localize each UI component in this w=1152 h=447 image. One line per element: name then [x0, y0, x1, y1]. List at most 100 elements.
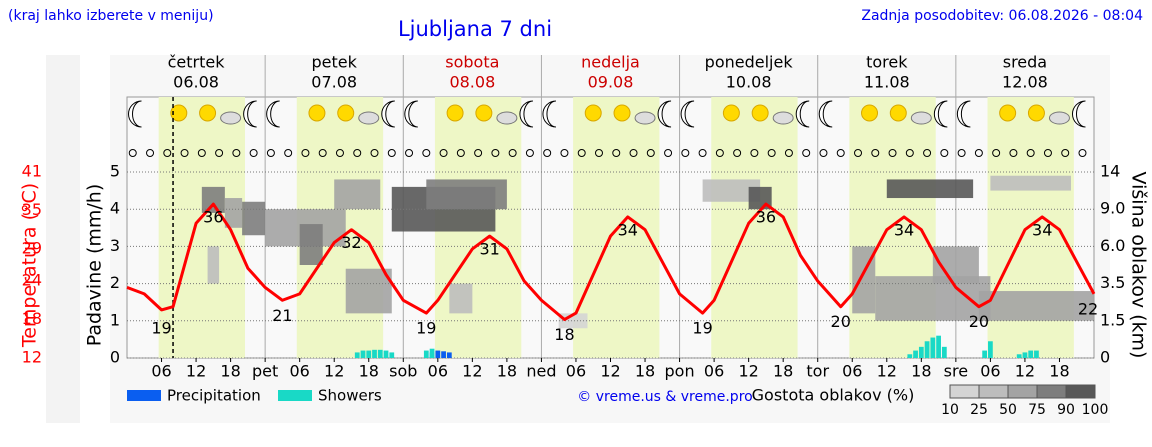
density-tick-label: 75 — [1028, 402, 1046, 418]
x-tick-label: 06 — [151, 362, 171, 381]
wind-icon — [128, 149, 137, 157]
day-name: torek — [866, 53, 908, 72]
wind-icon — [422, 149, 431, 157]
wind-icon — [646, 149, 655, 157]
x-tick-label: 12 — [600, 362, 620, 381]
y2-tick-label: 9.0 — [1100, 199, 1125, 218]
x-tick-label: 12 — [1015, 362, 1035, 381]
temp-tick-label: 18 — [22, 309, 42, 328]
wind-icon — [491, 149, 500, 157]
sun-icon — [446, 104, 464, 122]
day-date: 06.08 — [173, 73, 219, 92]
density-tick-label: 10 — [941, 402, 959, 418]
sun-icon — [170, 104, 188, 122]
moon-icon — [795, 100, 810, 128]
x-tick-label: 12 — [738, 362, 758, 381]
day-date: 11.08 — [864, 73, 910, 92]
density-label: Gostota oblakov (%) — [752, 386, 915, 405]
day-date: 07.08 — [311, 73, 357, 92]
wind-icon — [594, 149, 603, 157]
wind-icon — [180, 149, 189, 157]
wind-icon — [370, 149, 379, 157]
legend-label: Precipitation — [167, 387, 261, 405]
x-tick-label: 06 — [289, 362, 309, 381]
cloud-icon — [358, 111, 380, 125]
precip-bar — [389, 352, 395, 358]
cloud-cell — [207, 246, 220, 284]
wind-icon — [318, 149, 327, 157]
cloud-icon — [220, 111, 242, 125]
wind-icon — [525, 149, 534, 157]
wind-icon — [733, 149, 742, 157]
cloud-cell — [242, 201, 266, 236]
legend-swatch — [127, 390, 161, 401]
wind-icon — [992, 149, 1001, 157]
wind-icon — [474, 149, 483, 157]
day-date: 10.08 — [726, 73, 772, 92]
y2-label: Višina oblakov (km) — [1128, 172, 1150, 359]
wind-icon — [974, 149, 983, 157]
wind-icon — [146, 149, 155, 157]
density-swatch — [1007, 384, 1038, 399]
wind-icon — [577, 149, 586, 157]
precip-bar — [924, 341, 930, 358]
y-tick-label: 1 — [110, 310, 120, 329]
y-tick-label: 3 — [110, 236, 120, 255]
temp-annotation: 34 — [618, 220, 638, 239]
x-tick-label: 18 — [773, 362, 793, 381]
day-name: ponedeljek — [705, 53, 794, 72]
density-tick-label: 25 — [970, 402, 988, 418]
density-swatch — [1065, 384, 1096, 399]
moon-icon — [680, 100, 695, 128]
temp-panel — [46, 55, 80, 423]
day-name: nedelja — [581, 53, 640, 72]
temp-annotation: 36 — [756, 208, 776, 227]
temp-annotation: 20 — [969, 312, 989, 331]
precip-bar — [907, 354, 913, 358]
wind-icon — [543, 149, 552, 157]
moon-icon — [542, 100, 556, 128]
temp-annotation: 36 — [203, 208, 223, 227]
wind-icon — [715, 149, 724, 157]
cloud-icon — [1048, 111, 1070, 125]
wind-icon — [629, 149, 638, 157]
temp-annotation: 21 — [272, 306, 292, 325]
wind-icon — [612, 149, 621, 157]
day-date: 09.08 — [588, 73, 634, 92]
precip-bar — [354, 352, 360, 358]
temp-annotation: 19 — [416, 319, 436, 338]
moon-icon — [818, 100, 833, 128]
density-tick-label: 50 — [999, 402, 1017, 418]
wind-icon — [284, 149, 293, 157]
y-tick-label: 0 — [110, 348, 120, 367]
temperature-line — [126, 202, 1096, 322]
wind-icon — [802, 149, 811, 157]
day-date: 08.08 — [449, 73, 495, 92]
wind-icon — [664, 149, 673, 157]
temp-annotation: 34 — [1032, 220, 1052, 239]
sun-icon — [889, 104, 907, 122]
temp-tick-label: 12 — [22, 348, 42, 367]
wind-icon — [353, 149, 362, 157]
wind-icon — [405, 149, 414, 157]
precip-bar — [366, 350, 372, 358]
y-tick-label: 5 — [110, 162, 120, 181]
wind-icon — [1061, 149, 1070, 157]
precip-bar — [429, 348, 435, 358]
sun-icon — [475, 104, 493, 122]
x-tick-label: 18 — [911, 362, 931, 381]
sun-icon — [751, 104, 769, 122]
precip-bar — [1028, 350, 1034, 358]
y-label: Padavine (mm/h) — [84, 184, 106, 347]
wind-icon — [560, 149, 569, 157]
density-tick-label: 90 — [1057, 402, 1075, 418]
cloud-cell — [990, 175, 1071, 191]
sun-icon — [999, 104, 1017, 122]
cloud-cell — [426, 179, 507, 210]
x-tick-label: pet — [252, 362, 278, 381]
x-tick-label: 12 — [462, 362, 482, 381]
density-swatch — [949, 384, 980, 399]
precip-bar — [423, 350, 429, 358]
wind-icon — [923, 149, 932, 157]
